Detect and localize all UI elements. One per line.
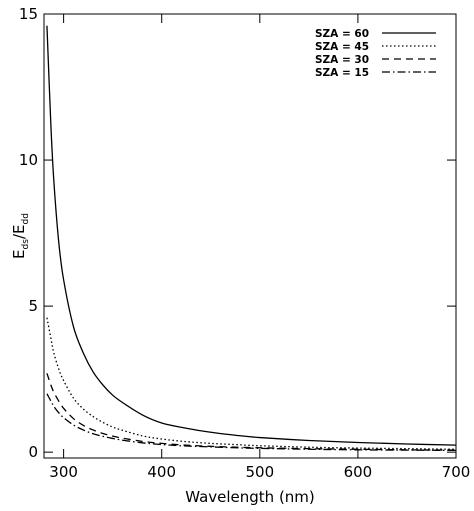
- series-line-1: [46, 25, 457, 446]
- y-label-part: E: [10, 249, 28, 258]
- y-label-part: E: [10, 225, 28, 234]
- x-tick-label: 300: [49, 463, 78, 481]
- y-label-part: /: [10, 233, 28, 239]
- y-label-subscript: ds: [21, 239, 31, 250]
- legend-label: SZA = 45: [315, 41, 369, 53]
- y-axis-label: Eds/Edd: [10, 213, 31, 259]
- x-tick-label: 400: [147, 463, 176, 481]
- series-line-3: [46, 373, 457, 451]
- x-axis-ticks: 300 400 500 600 700: [49, 14, 470, 481]
- series-line-4: [46, 393, 457, 452]
- x-tick-label: 700: [442, 463, 471, 481]
- y-tick-label: 10: [19, 151, 38, 169]
- y-axis-ticks: 0 5 10 15: [19, 5, 456, 461]
- legend-label: SZA = 30: [315, 54, 369, 66]
- x-axis-label: Wavelength (nm): [185, 488, 315, 506]
- legend-label: SZA = 60: [315, 28, 369, 40]
- plot-frame: [43, 13, 457, 459]
- y-tick-label: 5: [28, 297, 38, 315]
- y-tick-label: 0: [28, 443, 38, 461]
- series-lines: [46, 25, 457, 452]
- x-tick-label: 600: [344, 463, 373, 481]
- x-tick-label: 500: [245, 463, 274, 481]
- y-tick-label: 15: [19, 5, 38, 23]
- series-line-2: [46, 317, 457, 450]
- legend-label: SZA = 15: [315, 67, 369, 79]
- y-label-subscript: dd: [21, 213, 31, 224]
